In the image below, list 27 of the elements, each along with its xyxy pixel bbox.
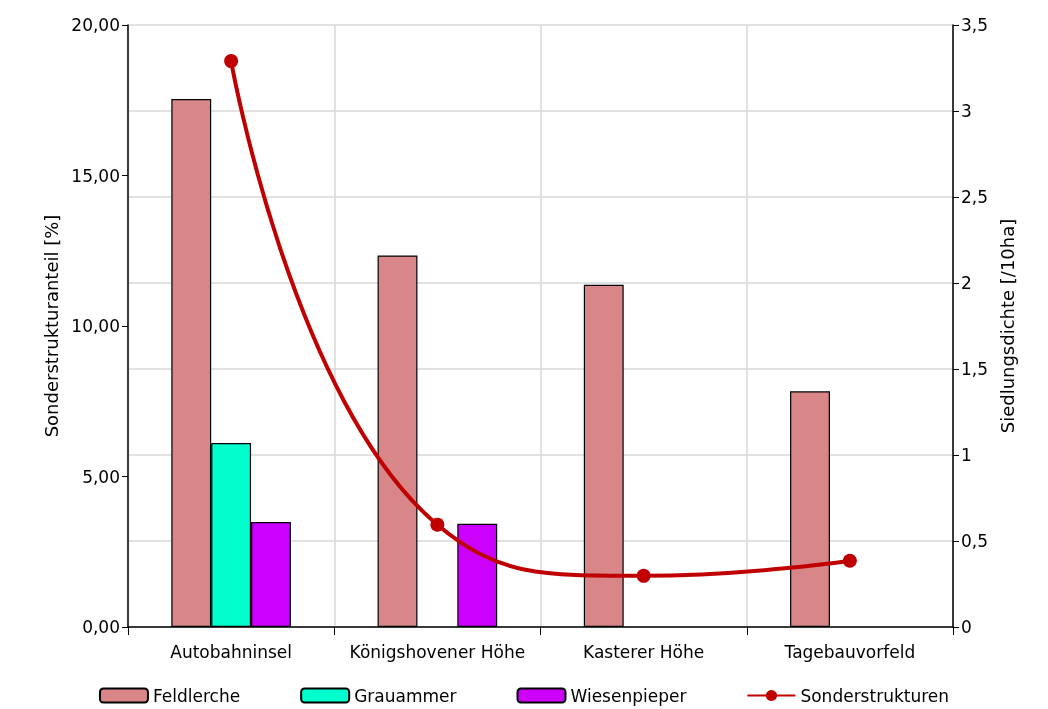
point: [224, 54, 239, 69]
point: [842, 553, 857, 568]
x-tick-label: Königshovener Höhe: [349, 641, 526, 662]
y-tick-label: 20,00: [71, 15, 120, 35]
legend-label: Wiesenpieper: [570, 685, 687, 706]
y2-tick-label: 3,5: [961, 15, 989, 35]
y-tick-label: 0,00: [82, 617, 120, 637]
y2-tick-label: 1,5: [961, 359, 989, 379]
y2-tick-label: 0: [961, 617, 972, 637]
y2-tick-label: 2,5: [961, 187, 989, 207]
y2-tick-label: 2: [961, 273, 972, 293]
y-tick-label: 10,00: [71, 316, 120, 336]
y-tick-label: 15,00: [71, 165, 120, 186]
y2-tick-label: 3: [961, 101, 972, 121]
legend-label: Feldlerche: [152, 685, 241, 706]
legend-label: Grauammer: [354, 685, 457, 706]
x-tick-label: Tagebauvorfeld: [783, 641, 916, 662]
x-tick-label: Kasterer Höhe: [583, 641, 705, 662]
y2-tick-label: 1: [961, 445, 972, 465]
y2-axis-title: Siedlungsdichte [/10ha]: [997, 218, 1019, 434]
x-tick-label: Autobahninsel: [170, 641, 293, 662]
y-tick-label: 5,00: [82, 466, 120, 487]
legend-label: Sonderstrukturen: [800, 685, 950, 706]
y-axis-title: Sonderstrukturanteil [%]: [40, 214, 62, 438]
point: [636, 568, 651, 583]
y2-tick-label: 0,5: [961, 531, 989, 551]
point: [430, 517, 445, 532]
